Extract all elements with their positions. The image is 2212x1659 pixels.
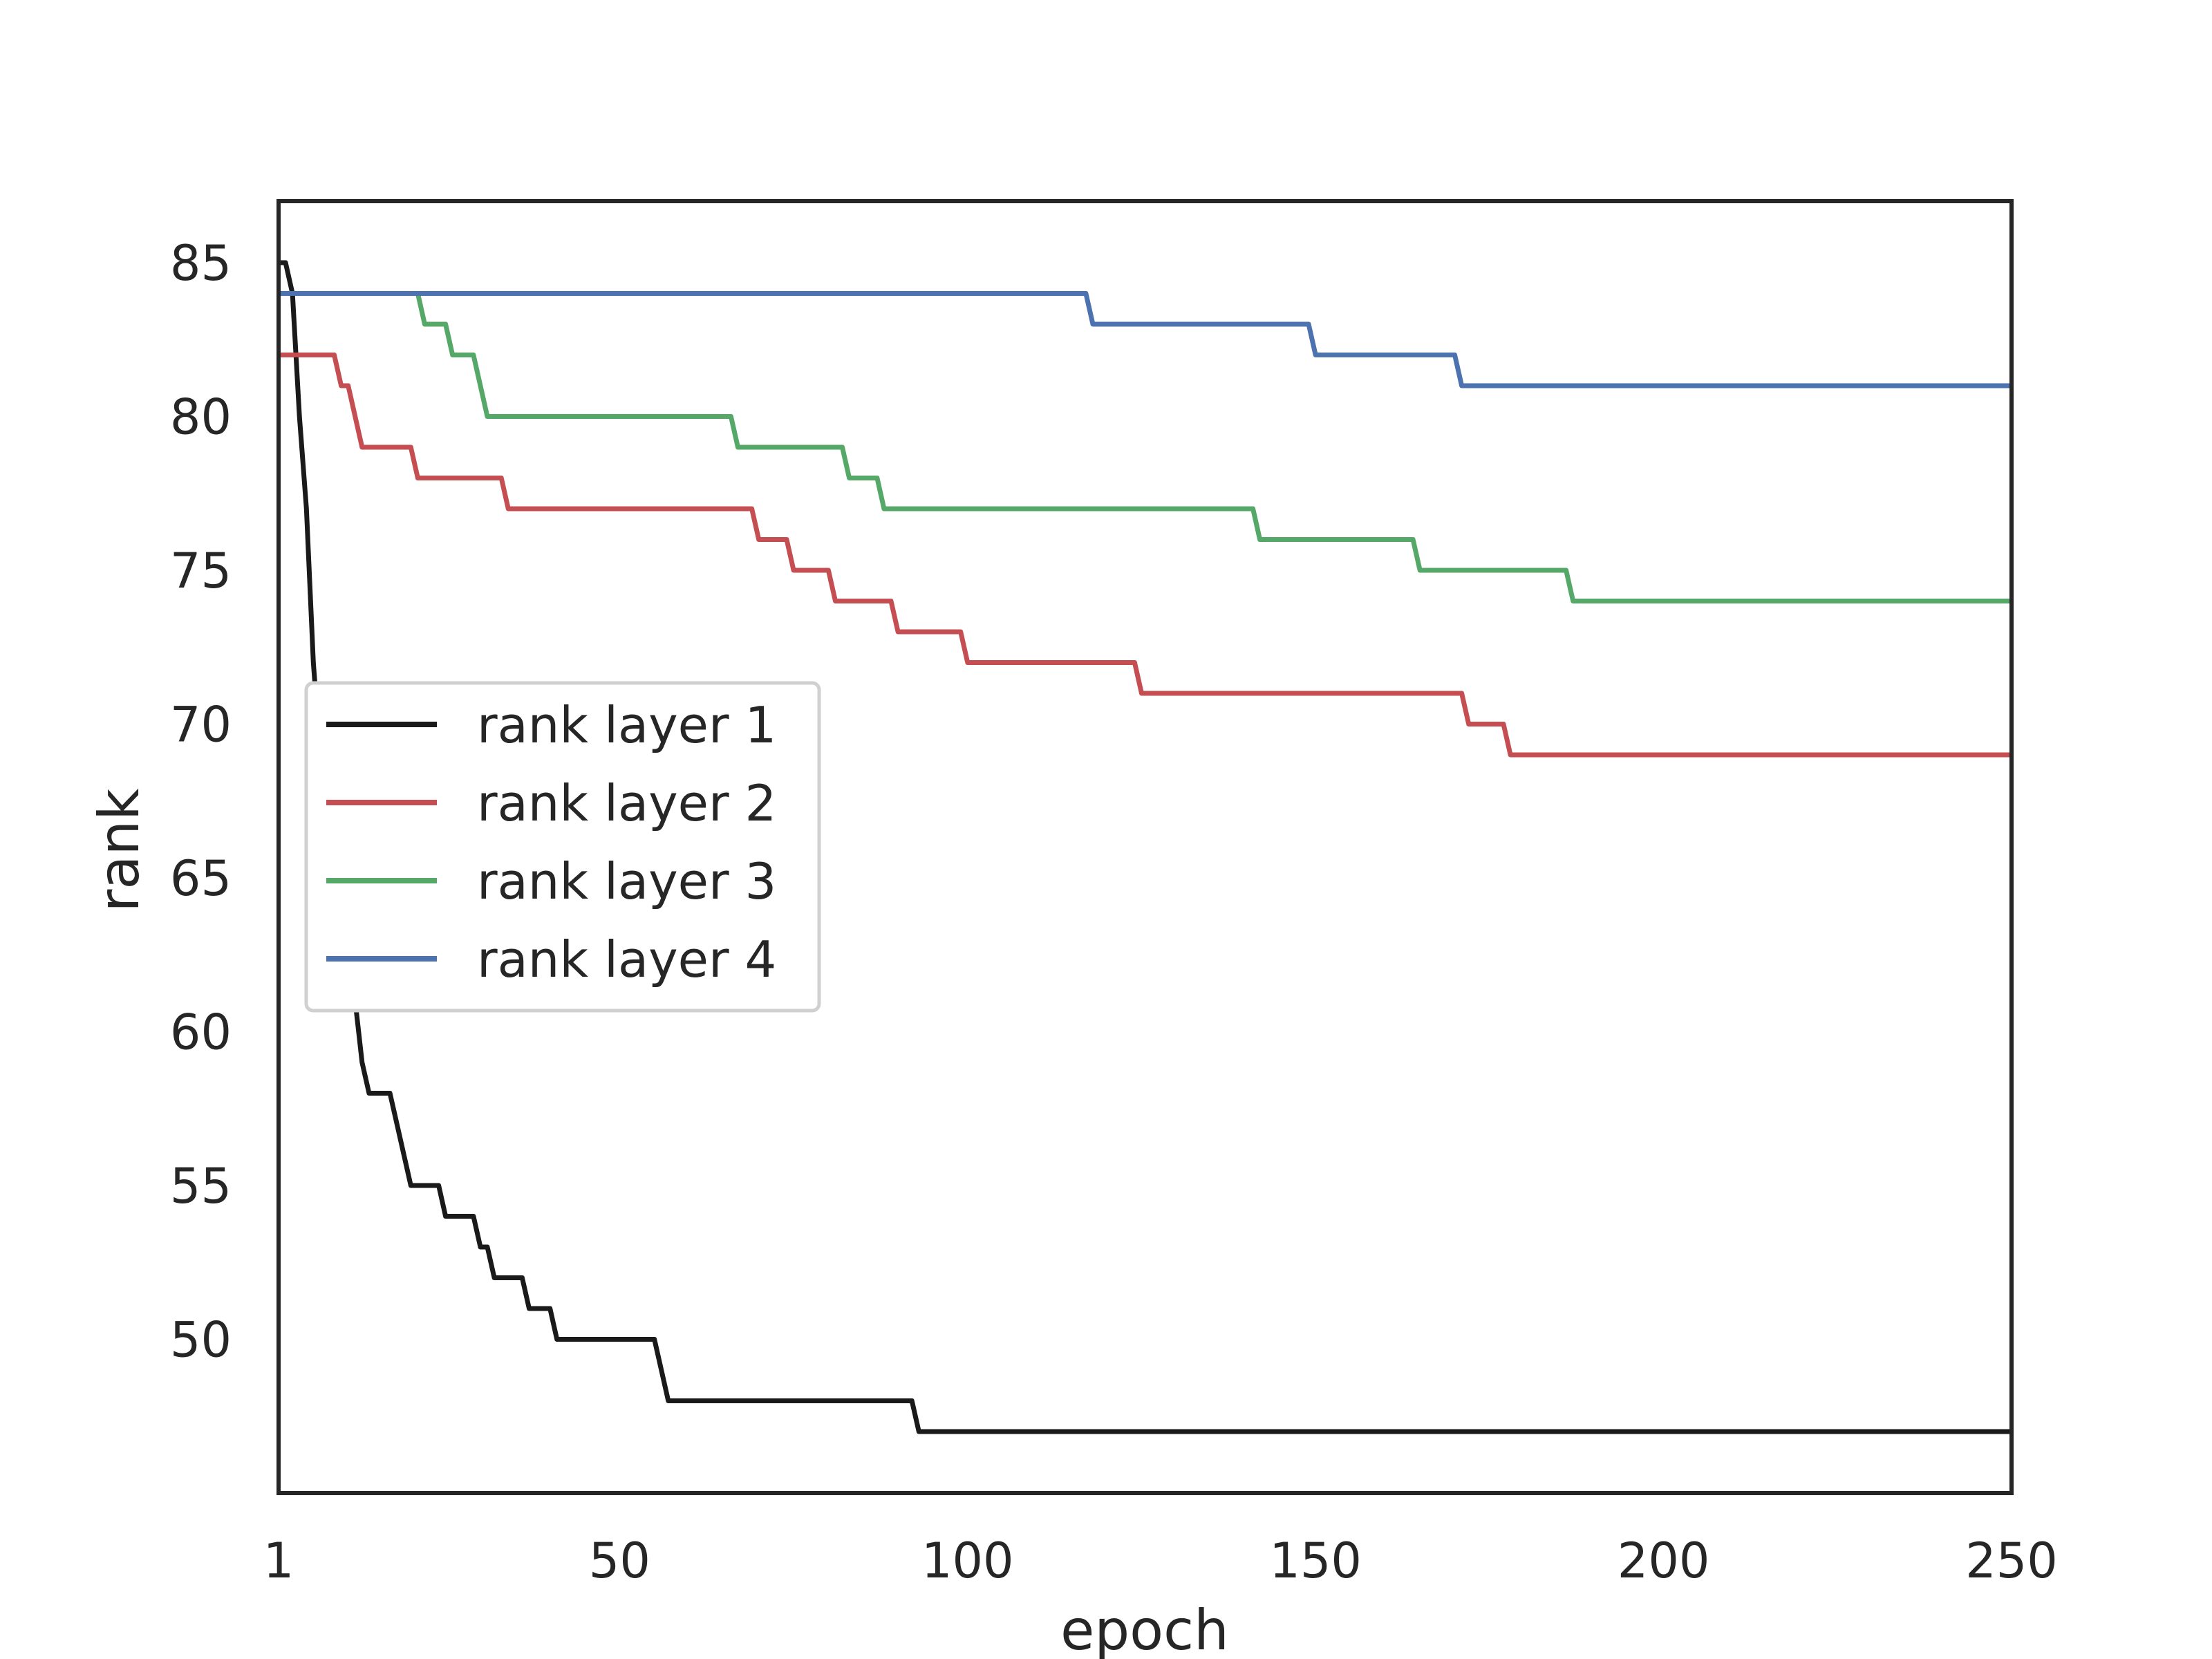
legend-label-layer-3: rank layer 3 bbox=[477, 852, 776, 910]
x-tick-label: 1 bbox=[263, 1533, 294, 1589]
plot-frame bbox=[276, 199, 2014, 1495]
x-tick-label: 200 bbox=[1618, 1533, 1710, 1589]
x-tick-label: 150 bbox=[1269, 1533, 1362, 1589]
y-tick-label: 85 bbox=[170, 235, 232, 292]
y-tick-label: 70 bbox=[170, 697, 232, 753]
x-tick-label: 250 bbox=[1965, 1533, 2058, 1589]
y-tick-label: 65 bbox=[170, 850, 232, 907]
x-axis-label: epoch bbox=[1060, 1598, 1229, 1659]
series-line-layer-4 bbox=[279, 291, 2012, 388]
y-tick-label: 80 bbox=[170, 389, 232, 446]
y-tick-label: 50 bbox=[170, 1312, 232, 1369]
y-axis-label: rank bbox=[87, 788, 151, 912]
legend-label-layer-2: rank layer 2 bbox=[477, 774, 776, 832]
legend-label-layer-1: rank layer 1 bbox=[477, 696, 776, 754]
series-line-layer-3 bbox=[279, 291, 2012, 603]
series-line-layer-1 bbox=[279, 260, 2012, 1434]
legend: rank layer 1 rank layer 2 rank layer 3 rank… bbox=[304, 681, 821, 1013]
y-tick-label: 75 bbox=[170, 543, 232, 599]
series-line-layer-2 bbox=[279, 353, 2012, 758]
x-tick-label: 100 bbox=[921, 1533, 1014, 1589]
legend-box bbox=[304, 681, 821, 1013]
legend-label-layer-4: rank layer 4 bbox=[477, 930, 776, 988]
y-tick-label: 60 bbox=[170, 1004, 232, 1061]
x-tick-label: 50 bbox=[589, 1533, 650, 1589]
series-layer bbox=[279, 260, 2012, 1434]
y-tick-label: 55 bbox=[170, 1158, 232, 1215]
